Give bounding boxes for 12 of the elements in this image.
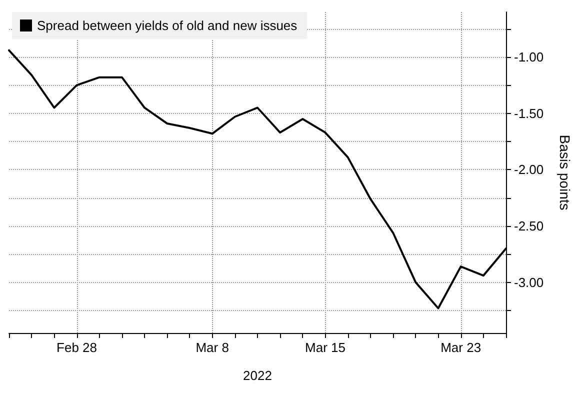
y-tick-label: -1.00: [514, 50, 544, 65]
text: -3.00: [514, 274, 544, 290]
x-tick-label: Mar 15: [305, 340, 346, 355]
x-axis-title: 2022: [243, 368, 272, 383]
x-tick-label: Feb 28: [56, 340, 98, 355]
y-tick-label: -1.50: [514, 106, 544, 121]
legend-label: Spread between yields of old and new issues: [37, 18, 298, 33]
x-tick-label: Mar 23: [440, 340, 482, 355]
y-axis-title: Basis points: [557, 134, 573, 210]
y-tick-label: -2.00: [514, 162, 544, 178]
y-tick-label: -2.50: [514, 218, 544, 234]
x-tick-label: Mar 8: [196, 340, 229, 355]
